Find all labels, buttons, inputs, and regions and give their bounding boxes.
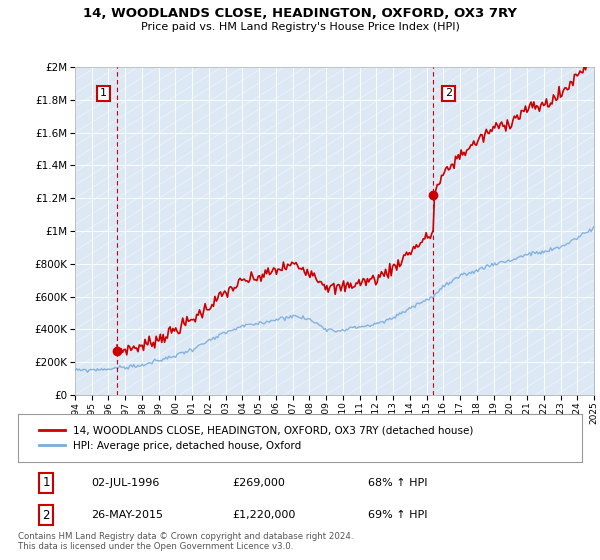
Text: Contains HM Land Registry data © Crown copyright and database right 2024.
This d: Contains HM Land Registry data © Crown c…: [18, 532, 353, 552]
Text: 26-MAY-2015: 26-MAY-2015: [91, 510, 163, 520]
Text: 1: 1: [100, 88, 107, 99]
Text: 14, WOODLANDS CLOSE, HEADINGTON, OXFORD, OX3 7RY: 14, WOODLANDS CLOSE, HEADINGTON, OXFORD,…: [83, 7, 517, 20]
Text: £1,220,000: £1,220,000: [232, 510, 296, 520]
Text: 1: 1: [43, 477, 50, 489]
Text: 02-JUL-1996: 02-JUL-1996: [91, 478, 160, 488]
Text: 2: 2: [43, 508, 50, 521]
Text: 69% ↑ HPI: 69% ↑ HPI: [368, 510, 427, 520]
Legend: 14, WOODLANDS CLOSE, HEADINGTON, OXFORD, OX3 7RY (detached house), HPI: Average : 14, WOODLANDS CLOSE, HEADINGTON, OXFORD,…: [34, 421, 478, 455]
Text: £269,000: £269,000: [232, 478, 285, 488]
Text: 68% ↑ HPI: 68% ↑ HPI: [368, 478, 427, 488]
Text: 2: 2: [445, 88, 452, 99]
Text: Price paid vs. HM Land Registry's House Price Index (HPI): Price paid vs. HM Land Registry's House …: [140, 22, 460, 32]
